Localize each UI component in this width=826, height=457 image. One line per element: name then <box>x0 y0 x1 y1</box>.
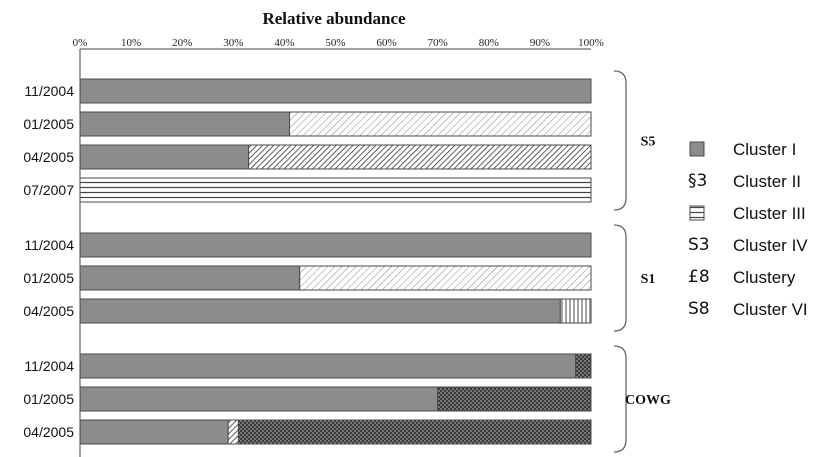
category-label: 07/2007 <box>23 182 74 198</box>
group-label: S1 <box>641 272 656 287</box>
x-tick-label: 30% <box>223 37 243 49</box>
bar-segment <box>237 419 592 445</box>
x-tick-labels: 0% 10% 20% 30% 40% 50% 60% 70% 80% 90% 100% <box>73 37 604 49</box>
legend-label: Cluster I <box>733 140 796 159</box>
legend-symbol: S8 <box>688 299 710 319</box>
bar-segment <box>227 419 239 445</box>
x-tick-label: 20% <box>172 37 192 49</box>
bar-segment <box>575 353 592 379</box>
category-label: 04/2005 <box>23 303 74 319</box>
category-label: 01/2005 <box>23 391 74 407</box>
x-tick-label: 40% <box>274 37 294 49</box>
category-label: 04/2005 <box>23 424 74 440</box>
bar-segment <box>79 111 291 137</box>
legend: Cluster I §3 Cluster II Cluster III S3 Cluste… <box>688 140 808 319</box>
group-brackets: S5 S1 COWG <box>613 70 671 453</box>
group-bracket <box>613 70 627 211</box>
x-tick-label: 60% <box>377 37 397 49</box>
group-bracket <box>613 345 627 453</box>
chart-title: Relative abundance <box>262 9 406 28</box>
bar-segment <box>289 111 592 137</box>
x-tick-label: 0% <box>73 37 88 49</box>
category-labels: 11/2004 01/2005 04/2005 07/2007 11/2004 01/20… <box>23 83 74 440</box>
group-label: COWG <box>625 393 671 408</box>
legend-symbol: §3 <box>688 171 707 191</box>
category-label: 01/2005 <box>23 270 74 286</box>
category-label: 01/2005 <box>23 116 74 132</box>
category-label: 11/2004 <box>24 358 74 374</box>
bar-segment <box>79 353 577 379</box>
legend-symbol: £8 <box>688 267 710 287</box>
x-tick-label: 100% <box>578 37 604 49</box>
bar-segment <box>437 386 592 412</box>
legend-label: Clustery <box>733 268 796 287</box>
legend-symbol: S3 <box>688 235 710 255</box>
bar-segment <box>79 386 439 412</box>
legend-label: Cluster III <box>733 204 806 223</box>
bar-segment <box>299 265 592 291</box>
bar-segment <box>79 78 592 104</box>
bar-segment <box>79 298 561 324</box>
legend-label: Cluster II <box>733 172 801 191</box>
legend-label: Cluster VI <box>733 300 808 319</box>
bar-segment <box>79 232 592 258</box>
bar-segment <box>559 298 592 324</box>
category-label: 11/2004 <box>24 83 74 99</box>
bar-segment <box>79 144 250 170</box>
bars-layer <box>79 78 592 445</box>
x-tick-label: 50% <box>325 37 345 49</box>
legend-swatch <box>689 205 705 221</box>
x-tick-label: 70% <box>428 37 448 49</box>
bar-segment <box>79 177 592 203</box>
group-bracket <box>613 224 627 332</box>
category-label: 11/2004 <box>24 237 74 253</box>
legend-swatch <box>689 141 705 157</box>
bar-segment <box>248 144 592 170</box>
category-label: 04/2005 <box>23 149 74 165</box>
x-tick-label: 80% <box>479 37 499 49</box>
x-tick-label: 90% <box>530 37 550 49</box>
bar-segment <box>79 419 229 445</box>
x-tick-label: 10% <box>121 37 141 49</box>
bar-segment <box>79 265 301 291</box>
legend-label: Cluster IV <box>733 236 808 255</box>
group-label: S5 <box>641 135 656 150</box>
